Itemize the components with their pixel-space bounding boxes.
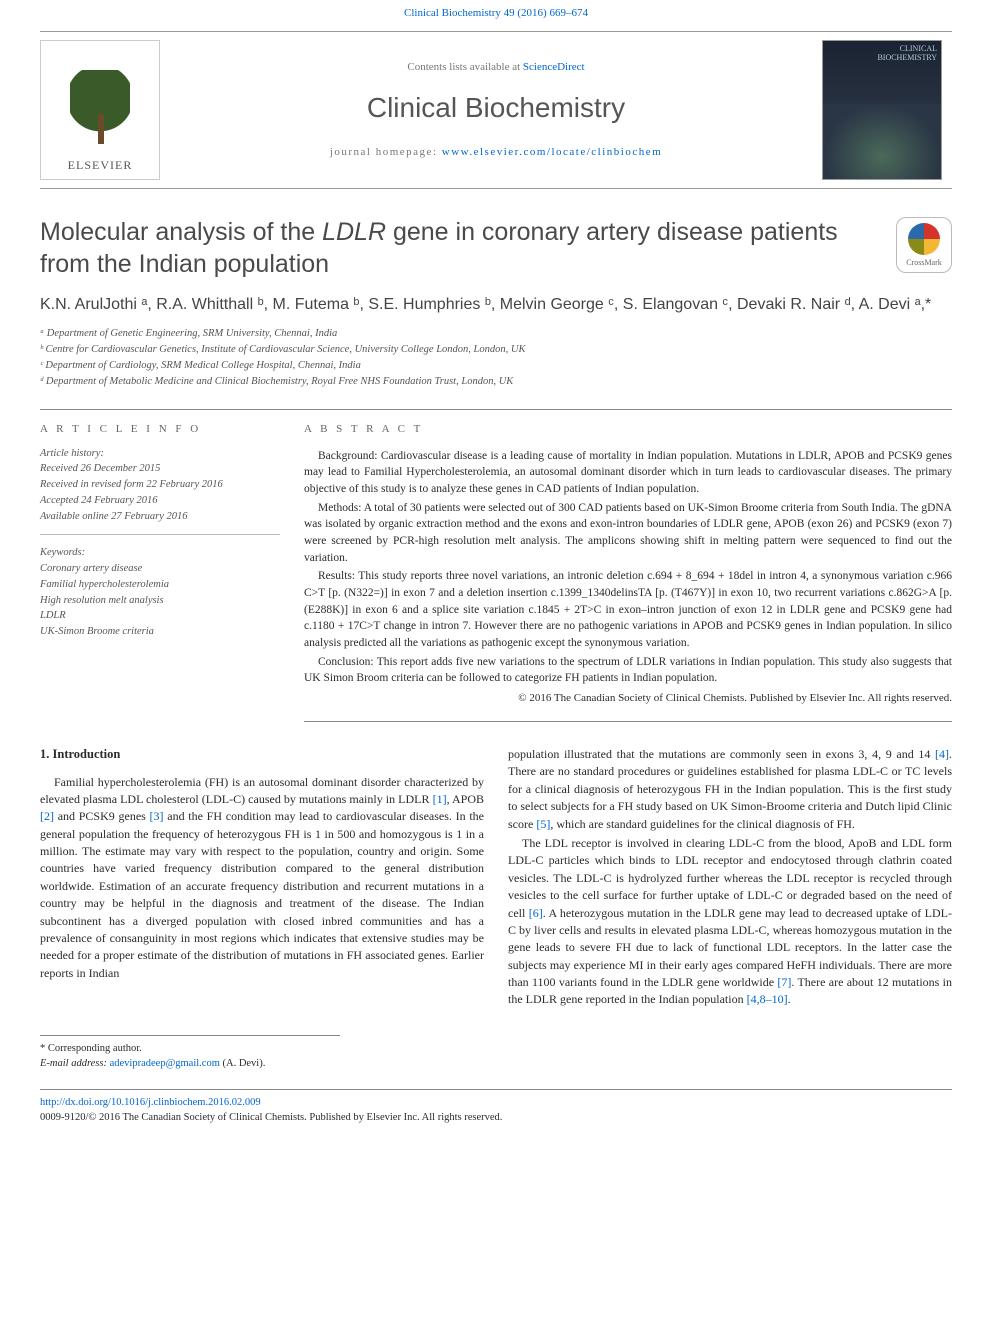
homepage-line: journal homepage: www.elsevier.com/locat…	[180, 145, 812, 160]
sciencedirect-link[interactable]: ScienceDirect	[523, 61, 585, 73]
abstract-methods: Methods: A total of 30 patients were sel…	[304, 500, 952, 567]
journal-header: ELSEVIER Contents lists available at Sci…	[40, 31, 952, 189]
title-gene: LDLR	[322, 218, 386, 246]
cite-ref[interactable]: [1]	[433, 792, 447, 806]
header-center: Contents lists available at ScienceDirec…	[180, 60, 812, 160]
contents-prefix: Contents lists available at	[407, 61, 522, 73]
section-head-intro: 1. Introduction	[40, 746, 484, 764]
abstract-body: Background: Cardiovascular disease is a …	[304, 448, 952, 722]
keyword: Familial hypercholesterolemia	[40, 577, 280, 593]
corr-star: * Corresponding author.	[40, 1042, 340, 1057]
contents-line: Contents lists available at ScienceDirec…	[180, 60, 812, 75]
abstract-results: Results: This study reports three novel …	[304, 568, 952, 651]
revised-date: Received in revised form 22 February 201…	[40, 477, 280, 493]
cover-title-2: BIOCHEMISTRY	[877, 53, 937, 62]
abstract-conclusion: Conclusion: This report adds five new va…	[304, 654, 952, 687]
article-title: Molecular analysis of the LDLR gene in c…	[40, 217, 884, 280]
publisher-logo: ELSEVIER	[40, 40, 160, 180]
title-pre: Molecular analysis of the	[40, 218, 322, 246]
journal-cover-thumb: CLINICALBIOCHEMISTRY	[822, 40, 942, 180]
body-column-left: 1. Introduction Familial hypercholestero…	[40, 746, 484, 1011]
body-column-right: population illustrated that the mutation…	[508, 746, 952, 1011]
abstract-copyright: © 2016 The Canadian Society of Clinical …	[304, 691, 952, 707]
crossmark-badge[interactable]: CrossMark	[896, 217, 952, 273]
crossmark-icon	[908, 223, 940, 255]
issn-copyright: 0009-9120/© 2016 The Canadian Society of…	[40, 1111, 952, 1126]
affiliation: ᵃ Department of Genetic Engineering, SRM…	[40, 326, 952, 342]
affiliation: ᵈ Department of Metabolic Medicine and C…	[40, 374, 952, 390]
cite-ref[interactable]: [7]	[777, 975, 791, 989]
keywords-block: Keywords: Coronary artery disease Famili…	[40, 545, 280, 650]
cite-ref[interactable]: [4,8–10]	[747, 992, 788, 1006]
text-run: .	[788, 992, 791, 1006]
keyword: LDLR	[40, 608, 280, 624]
corr-email-link[interactable]: adevipradeep@gmail.com	[110, 1058, 220, 1069]
authors-list: K.N. ArulJothi ᵃ, R.A. Whitthall ᵇ, M. F…	[40, 294, 952, 316]
elsevier-tree-icon	[70, 70, 130, 150]
journal-issue-link[interactable]: Clinical Biochemistry 49 (2016) 669–674	[404, 7, 588, 19]
cite-ref[interactable]: [3]	[150, 809, 164, 823]
article-info-head: A R T I C L E I N F O	[40, 422, 280, 437]
online-date: Available online 27 February 2016	[40, 509, 280, 525]
homepage-link[interactable]: www.elsevier.com/locate/clinbiochem	[442, 146, 662, 158]
cite-ref[interactable]: [5]	[536, 817, 550, 831]
abstract-head: A B S T R A C T	[304, 422, 952, 437]
text-run: population illustrated that the mutation…	[508, 747, 935, 761]
history-head: Article history:	[40, 446, 280, 462]
cite-ref[interactable]: [2]	[40, 809, 54, 823]
keywords-head: Keywords:	[40, 545, 280, 561]
corr-who: (A. Devi).	[220, 1058, 266, 1069]
doi-link[interactable]: http://dx.doi.org/10.1016/j.clinbiochem.…	[40, 1097, 261, 1108]
keyword: High resolution melt analysis	[40, 593, 280, 609]
affiliation: ᵇ Centre for Cardiovascular Genetics, In…	[40, 342, 952, 358]
text-run: and the FH condition may lead to cardiov…	[40, 809, 484, 980]
article-info-column: A R T I C L E I N F O Article history: R…	[40, 410, 280, 722]
received-date: Received 26 December 2015	[40, 461, 280, 477]
cite-ref[interactable]: [4]	[935, 747, 949, 761]
publisher-name: ELSEVIER	[41, 157, 159, 174]
intro-paragraph: Familial hypercholesterolemia (FH) is an…	[40, 774, 484, 983]
crossmark-label: CrossMark	[906, 257, 942, 268]
text-run: Familial hypercholesterolemia (FH) is an…	[40, 775, 484, 806]
accepted-date: Accepted 24 February 2016	[40, 493, 280, 509]
intro-paragraph: population illustrated that the mutation…	[508, 746, 952, 833]
homepage-prefix: journal homepage:	[330, 146, 442, 158]
keyword: UK-Simon Broome criteria	[40, 624, 280, 640]
abstract-column: A B S T R A C T Background: Cardiovascul…	[304, 410, 952, 722]
affiliation: ᶜ Department of Cardiology, SRM Medical …	[40, 358, 952, 374]
email-label: E-mail address:	[40, 1058, 110, 1069]
affiliations: ᵃ Department of Genetic Engineering, SRM…	[40, 326, 952, 389]
text-run: , APOB	[447, 792, 484, 806]
article-history: Article history: Received 26 December 20…	[40, 446, 280, 536]
journal-name: Clinical Biochemistry	[180, 88, 812, 127]
cite-ref[interactable]: [6]	[529, 906, 543, 920]
intro-paragraph: The LDL receptor is involved in clearing…	[508, 835, 952, 1009]
text-run: , which are standard guidelines for the …	[550, 817, 855, 831]
text-run: and PCSK9 genes	[54, 809, 150, 823]
page-footer: http://dx.doi.org/10.1016/j.clinbiochem.…	[40, 1089, 952, 1125]
abstract-background: Background: Cardiovascular disease is a …	[304, 448, 952, 498]
cover-title-1: CLINICAL	[900, 44, 937, 53]
corresponding-author: * Corresponding author. E-mail address: …	[40, 1035, 340, 1071]
keyword: Coronary artery disease	[40, 561, 280, 577]
